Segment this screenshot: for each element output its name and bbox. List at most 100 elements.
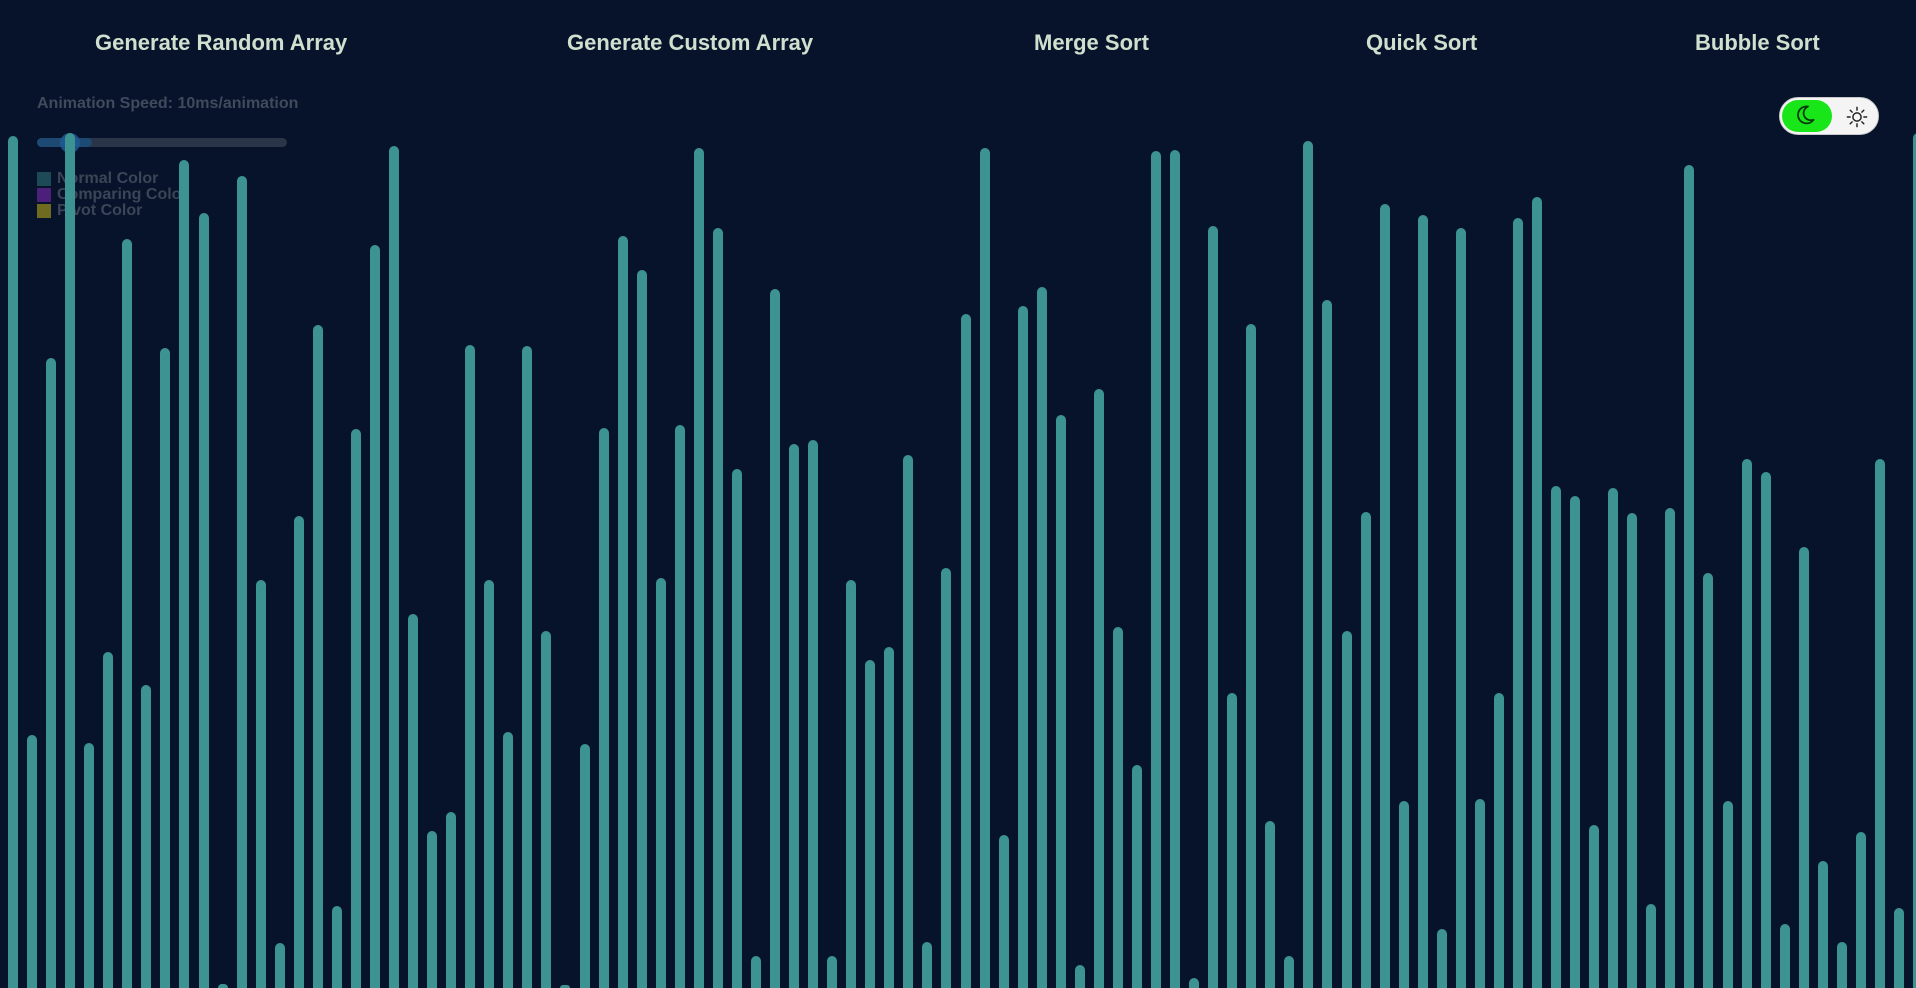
array-bar bbox=[541, 631, 551, 988]
array-bar bbox=[1284, 956, 1294, 988]
array-bar bbox=[865, 660, 875, 988]
array-bar bbox=[675, 425, 685, 988]
array-bar bbox=[1665, 508, 1675, 988]
array-bar bbox=[941, 568, 951, 988]
array-bar bbox=[751, 956, 761, 988]
array-bar bbox=[199, 213, 209, 988]
generate-custom-array-button[interactable]: Generate Custom Array bbox=[567, 30, 814, 55]
array-bar bbox=[1094, 389, 1104, 988]
legend-normal-color: Normal Color bbox=[37, 170, 158, 187]
array-bar bbox=[618, 236, 628, 988]
array-bar bbox=[294, 516, 304, 988]
array-bar bbox=[1589, 825, 1599, 988]
legend-pivot-swatch bbox=[37, 204, 51, 218]
array-bar bbox=[1303, 141, 1313, 988]
array-bar bbox=[770, 289, 780, 988]
array-bar bbox=[160, 348, 170, 988]
array-bar bbox=[1799, 547, 1809, 988]
merge-sort-button[interactable]: Merge Sort bbox=[1034, 30, 1149, 55]
animation-speed-slider-thumb[interactable] bbox=[60, 133, 80, 153]
array-bar bbox=[103, 652, 113, 988]
moon-icon bbox=[1797, 105, 1815, 125]
array-bar bbox=[1418, 215, 1428, 988]
array-bar bbox=[370, 245, 380, 988]
array-bar bbox=[1703, 573, 1713, 988]
array-bar bbox=[1646, 904, 1656, 988]
array-bar bbox=[1018, 306, 1028, 988]
array-bar bbox=[1532, 197, 1542, 988]
array-bar bbox=[446, 812, 456, 988]
array-bar bbox=[1608, 488, 1618, 988]
array-bar bbox=[1361, 512, 1371, 988]
theme-toggle[interactable] bbox=[1779, 97, 1879, 135]
array-bar bbox=[1227, 693, 1237, 988]
array-bar bbox=[580, 744, 590, 988]
array-bar bbox=[313, 325, 323, 988]
array-bar bbox=[1208, 226, 1218, 988]
array-bar bbox=[484, 580, 494, 988]
array-bar bbox=[808, 440, 818, 988]
array-bar bbox=[599, 428, 609, 988]
array-bar bbox=[141, 685, 151, 988]
array-bar bbox=[332, 906, 342, 988]
array-bar bbox=[1551, 486, 1561, 988]
array-bar bbox=[980, 148, 990, 988]
legend-comparing-label: Comparing Color bbox=[57, 186, 188, 203]
array-bar bbox=[122, 239, 132, 988]
array-bar bbox=[846, 580, 856, 988]
array-bar bbox=[408, 614, 418, 988]
legend-pivot-label: Pivot Color bbox=[57, 202, 143, 219]
array-bar bbox=[8, 136, 18, 988]
array-bar bbox=[1170, 150, 1180, 988]
array-bar bbox=[903, 455, 913, 988]
legend-comparing-color: Comparing Color bbox=[37, 186, 188, 203]
array-bar bbox=[503, 732, 513, 988]
array-bar bbox=[179, 160, 189, 988]
array-bar bbox=[351, 429, 361, 988]
array-bar bbox=[1132, 765, 1142, 988]
array-bar bbox=[218, 984, 228, 988]
array-bar bbox=[637, 270, 647, 988]
array-bar bbox=[1780, 924, 1790, 988]
array-bar bbox=[1399, 801, 1409, 988]
array-bar bbox=[1856, 832, 1866, 988]
legend-comparing-swatch bbox=[37, 188, 51, 202]
array-bar bbox=[389, 146, 399, 988]
array-bar bbox=[732, 469, 742, 988]
array-bar bbox=[656, 578, 666, 988]
array-bar bbox=[46, 358, 56, 988]
array-bar bbox=[1380, 204, 1390, 988]
array-bar bbox=[1151, 151, 1161, 988]
array-bar bbox=[1894, 908, 1904, 988]
array-bar bbox=[1875, 459, 1885, 988]
array-bar bbox=[275, 943, 285, 988]
legend-pivot-color: Pivot Color bbox=[37, 202, 143, 219]
array-bar bbox=[1322, 300, 1332, 988]
array-bar bbox=[65, 133, 75, 988]
array-bar bbox=[465, 345, 475, 988]
array-bar bbox=[827, 956, 837, 988]
array-bar bbox=[1742, 459, 1752, 988]
array-bar bbox=[1723, 801, 1733, 988]
array-bar bbox=[1456, 228, 1466, 988]
array-bar bbox=[1837, 942, 1847, 988]
array-bar bbox=[1684, 165, 1694, 988]
array-bar bbox=[1570, 496, 1580, 988]
sun-icon bbox=[1846, 106, 1868, 128]
array-bar bbox=[1627, 513, 1637, 988]
array-bar bbox=[961, 314, 971, 988]
bubble-sort-button[interactable]: Bubble Sort bbox=[1695, 30, 1820, 55]
array-bar bbox=[1761, 472, 1771, 988]
generate-random-array-button[interactable]: Generate Random Array bbox=[95, 30, 348, 55]
array-bar bbox=[1818, 861, 1828, 988]
quick-sort-button[interactable]: Quick Sort bbox=[1366, 30, 1478, 55]
array-bar bbox=[789, 444, 799, 988]
array-bar bbox=[27, 735, 37, 988]
theme-toggle-knob bbox=[1782, 100, 1832, 132]
array-bar bbox=[256, 580, 266, 988]
array-bar bbox=[1037, 287, 1047, 988]
array-bar bbox=[1246, 324, 1256, 988]
array-bar bbox=[522, 346, 532, 988]
array-bar bbox=[1265, 821, 1275, 988]
